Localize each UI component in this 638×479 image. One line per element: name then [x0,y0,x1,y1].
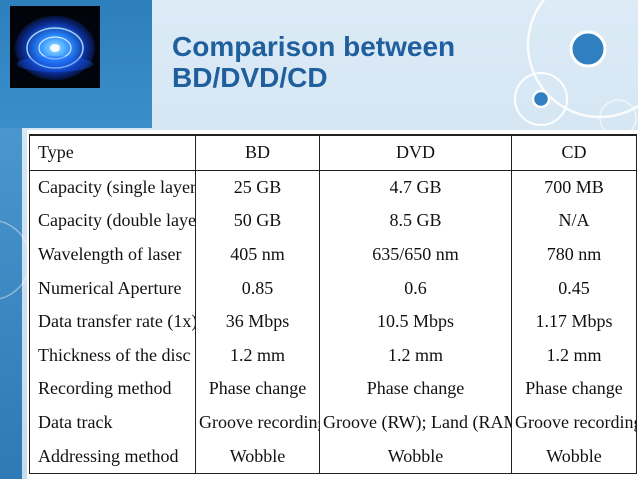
comparison-table-panel: Type BD DVD CD Capacity (single layer) 2… [27,130,638,479]
header-dvd: DVD [319,133,512,171]
table-header-row: Type BD DVD CD [29,133,637,171]
cell-bd: Groove recording [195,405,320,440]
table-row: Numerical Aperture 0.85 0.6 0.45 [29,271,637,305]
table-row: Thickness of the disc 1.2 mm 1.2 mm 1.2 … [29,338,637,373]
cell-cd: 1.2 mm [511,338,637,373]
table-row: Wavelength of laser 405 nm 635/650 nm 78… [29,237,637,272]
cell-bd: 50 GB [195,204,320,238]
cell-dvd: 1.2 mm [319,338,512,373]
table-row: Capacity (single layer) 25 GB 4.7 GB 700… [29,170,637,205]
cell-bd: 0.85 [195,271,320,305]
row-label: Numerical Aperture [29,271,196,305]
cell-bd: 405 nm [195,237,320,272]
cell-dvd: 8.5 GB [319,204,512,238]
disc-thumbnail-image [10,6,100,88]
table-row: Data transfer rate (1x) 36 Mbps 10.5 Mbp… [29,304,637,339]
cell-bd: Wobble [195,439,320,474]
cell-cd: Groove recording [511,405,637,440]
cell-cd: Phase change [511,372,637,406]
cell-bd: 1.2 mm [195,338,320,373]
table-row: Addressing method Wobble Wobble Wobble [29,439,637,474]
cell-dvd: 4.7 GB [319,170,512,205]
table-row: Recording method Phase change Phase chan… [29,372,637,406]
row-label: Wavelength of laser [29,237,196,272]
cell-cd: Wobble [511,439,637,474]
cell-dvd: Wobble [319,439,512,474]
cell-dvd: Phase change [319,372,512,406]
cell-bd: 36 Mbps [195,304,320,339]
table-row: Capacity (double layer) 50 GB 8.5 GB N/A [29,204,637,238]
cell-cd: 0.45 [511,271,637,305]
row-label: Capacity (single layer) [29,170,196,205]
row-label: Data transfer rate (1x) [29,304,196,339]
cell-dvd: 0.6 [319,271,512,305]
header-cd: CD [511,133,637,171]
comparison-table: Type BD DVD CD Capacity (single layer) 2… [29,133,637,474]
cell-dvd: 635/650 nm [319,237,512,272]
row-label: Thickness of the disc [29,338,196,373]
cell-bd: Phase change [195,372,320,406]
cell-dvd: 10.5 Mbps [319,304,512,339]
slide-title-line-2: BD/DVD/CD [172,62,328,93]
header-type: Type [29,133,196,171]
cell-cd: 780 nm [511,237,637,272]
left-accent-strip [0,128,22,479]
table-row: Data track Groove recording Groove (RW);… [29,405,637,440]
cell-cd: 1.17 Mbps [511,304,637,339]
row-label: Recording method [29,372,196,406]
cell-cd: 700 MB [511,170,637,205]
cell-dvd: Groove (RW); Land (RAM) [319,405,512,440]
row-label: Data track [29,405,196,440]
row-label: Capacity (double layer) [29,204,196,238]
slide-title-line-1: Comparison between [172,31,456,62]
header-bd: BD [195,133,320,171]
row-label: Addressing method [29,439,196,474]
slide-title: Comparison between BD/DVD/CD [172,31,522,93]
cell-bd: 25 GB [195,170,320,205]
cell-cd: N/A [511,204,637,238]
